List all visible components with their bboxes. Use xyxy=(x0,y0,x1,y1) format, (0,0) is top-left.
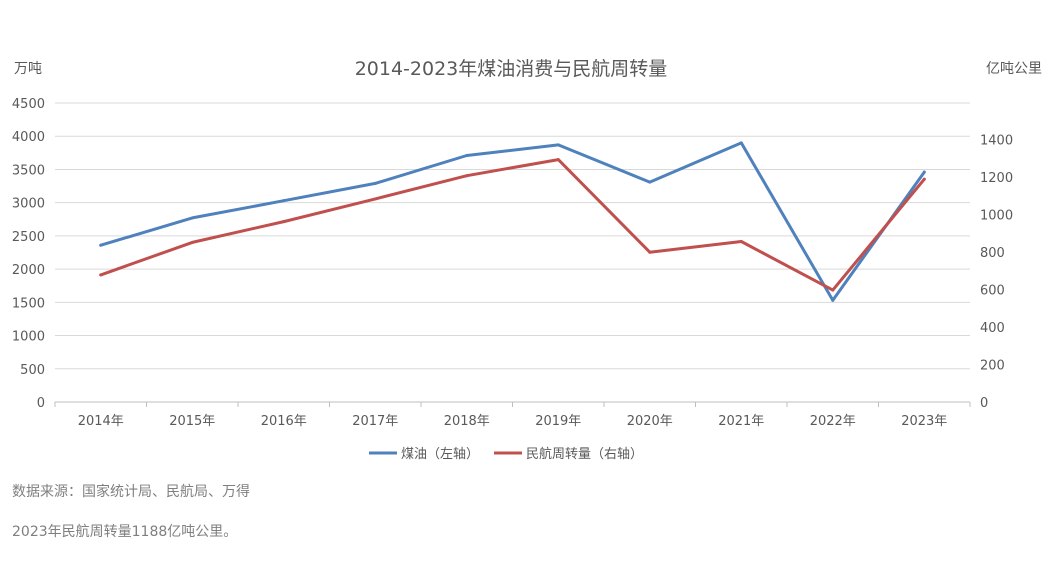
x-tick-label: 2016年 xyxy=(261,414,307,429)
series-point xyxy=(190,216,194,220)
series-point xyxy=(648,250,652,254)
left-tick-label: 2500 xyxy=(12,230,45,245)
series-line xyxy=(99,141,926,302)
left-axis-ticks: 0 500 1000 1500 2000 2500 3000 3500 4000 4500 xyxy=(12,97,45,411)
right-tick-label: 1200 xyxy=(980,171,1013,186)
series-point xyxy=(99,273,103,277)
left-tick-label: 4500 xyxy=(12,97,45,112)
series-lines xyxy=(99,141,926,302)
x-axis: 2014年 2015年 2016年 2017年 2018年 2019年 2020年 2021年… xyxy=(54,401,971,429)
series-point xyxy=(190,240,194,244)
series-point xyxy=(739,240,743,243)
series-point xyxy=(373,197,377,201)
left-tick-label: 1500 xyxy=(12,296,45,311)
series-point xyxy=(922,170,926,174)
x-tick-label: 2017年 xyxy=(352,414,398,429)
x-tick-label: 2019年 xyxy=(535,414,581,429)
chart: 2014-2023年煤油消费与民航周转量 万吨 亿吨公里 0 500 1000 150… xyxy=(12,58,1042,462)
x-tick-label: 2014年 xyxy=(78,414,124,429)
series-point xyxy=(465,174,469,178)
series-point xyxy=(556,158,560,162)
footnote: 2023年民航周转量1188亿吨公里。 xyxy=(12,524,238,540)
right-tick-label: 400 xyxy=(980,321,1005,336)
left-tick-label: 4000 xyxy=(12,130,45,145)
right-tick-label: 200 xyxy=(980,359,1005,374)
right-tick-label: 0 xyxy=(980,396,988,411)
series-point xyxy=(99,243,103,247)
left-tick-label: 2000 xyxy=(12,263,45,278)
left-tick-label: 500 xyxy=(20,363,45,378)
gridlines xyxy=(55,102,970,370)
series-point xyxy=(648,180,652,184)
series-point xyxy=(831,298,835,302)
left-tick-label: 0 xyxy=(37,396,45,411)
legend: 煤油（左轴） 民航周转量（右轴） xyxy=(369,446,643,462)
series-point xyxy=(282,220,286,224)
x-tick-label: 2021年 xyxy=(718,414,764,429)
left-tick-label: 3500 xyxy=(12,163,45,178)
right-tick-label: 800 xyxy=(980,246,1005,261)
series-line xyxy=(99,158,926,292)
series-point xyxy=(373,181,377,185)
right-tick-label: 1000 xyxy=(980,209,1013,224)
x-tick-label: 2023年 xyxy=(901,414,947,429)
series-point xyxy=(465,153,469,157)
series-point xyxy=(831,288,835,292)
left-axis-label: 万吨 xyxy=(14,61,42,77)
series-point xyxy=(739,141,743,145)
x-tick-label: 2018年 xyxy=(444,414,490,429)
x-tick-label: 2015年 xyxy=(169,414,215,429)
x-tick-label: 2022年 xyxy=(810,414,856,429)
series-point xyxy=(556,143,560,147)
legend-label: 民航周转量（右轴） xyxy=(526,446,643,462)
x-tick-label: 2020年 xyxy=(627,414,673,429)
legend-label: 煤油（左轴） xyxy=(401,447,479,462)
source-note: 数据来源：国家统计局、民航局、万得 xyxy=(12,484,250,500)
chart-title: 2014-2023年煤油消费与民航周转量 xyxy=(355,58,668,80)
right-tick-label: 600 xyxy=(980,284,1005,299)
right-axis-ticks: 0 200 400 600 800 1000 1200 1400 xyxy=(980,134,1013,412)
right-tick-label: 1400 xyxy=(980,134,1013,149)
left-tick-label: 3000 xyxy=(12,197,45,212)
left-tick-label: 1000 xyxy=(12,330,45,345)
right-axis-label: 亿吨公里 xyxy=(986,61,1042,77)
series-point xyxy=(922,177,926,181)
series-point xyxy=(282,199,286,203)
